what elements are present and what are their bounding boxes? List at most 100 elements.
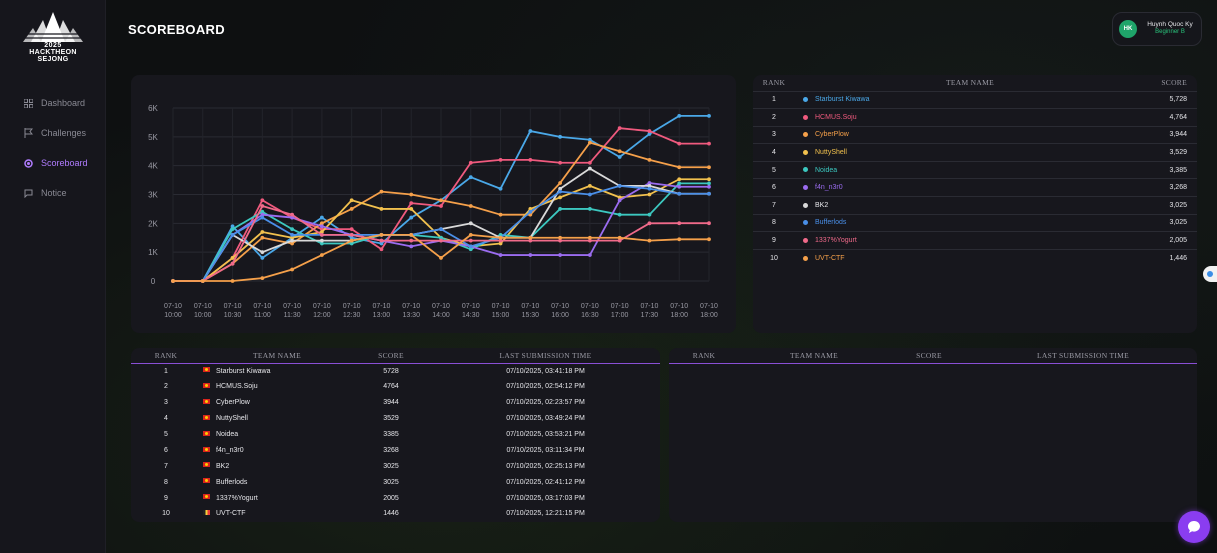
- data-point: [587, 253, 592, 257]
- data-point: [498, 235, 503, 240]
- submission-team: Bufferlods: [201, 474, 351, 490]
- page-title: SCOREBOARD: [128, 22, 225, 37]
- data-point: [409, 244, 414, 249]
- submission-rank: 1: [164, 367, 168, 375]
- x-tick-label-time: 18:00: [700, 312, 718, 319]
- submission-row[interactable]: 1 Starburst Kiwawa 5728 07/10/2025, 03:41:1…: [131, 363, 660, 379]
- data-point: [379, 241, 384, 246]
- ranking-row[interactable]: 5 Noidea 3,385: [753, 160, 1197, 179]
- data-point: [260, 209, 265, 214]
- x-tick-label-date: 07-10: [670, 303, 688, 310]
- team-color-dot: [803, 132, 808, 138]
- data-point: [587, 140, 592, 145]
- ranking-score: 4,764: [1137, 108, 1197, 127]
- ranking-row[interactable]: 8 Bufferlods 3,025: [753, 213, 1197, 232]
- submission-row[interactable]: 6 f4n_n3r0 3268 07/10/2025, 03:11:34 PM: [131, 442, 660, 458]
- submission-row[interactable]: 8 Bufferlods 3025 07/10/2025, 02:41:12 PM: [131, 474, 660, 490]
- data-point: [528, 238, 533, 243]
- x-tick-label-date: 07-10: [253, 303, 271, 310]
- submission-rank: 9: [164, 494, 168, 502]
- submission-team: Starburst Kiwawa: [201, 363, 351, 379]
- data-point: [379, 207, 384, 211]
- sidebar-item-scoreboard[interactable]: Scoreboard: [0, 148, 106, 178]
- data-point: [290, 238, 295, 243]
- data-point: [468, 175, 473, 180]
- data-point: [647, 181, 652, 185]
- submission-score: 3385: [383, 431, 399, 438]
- submission-row[interactable]: 4 NuttyShell 3529 07/10/2025, 03:49:24 PM: [131, 411, 660, 427]
- logo-year: 2025: [44, 42, 62, 49]
- ranking-team: Starburst Kiwawa: [795, 90, 1137, 109]
- team-color-dot: [803, 184, 808, 190]
- submission-team-name: BK2: [216, 462, 230, 470]
- data-point: [349, 232, 354, 237]
- submission-rank: 2: [164, 383, 168, 391]
- y-tick-label: 1K: [148, 248, 158, 257]
- data-point: [647, 132, 652, 136]
- ranking-team-name: Noidea: [815, 166, 838, 174]
- flag-vn-icon: [203, 414, 210, 420]
- sidebar-item-label: Challenges: [41, 128, 87, 138]
- x-tick-label-date: 07-10: [462, 303, 480, 310]
- submission-row[interactable]: 2 HCMUS.Soju 4764 07/10/2025, 02:54:12 PM: [131, 379, 660, 395]
- ranking-row[interactable]: 7 BK2 3,025: [753, 196, 1197, 215]
- chat-button[interactable]: [1178, 511, 1210, 543]
- x-tick-label-date: 07-10: [224, 303, 242, 310]
- submission-score: 3944: [383, 399, 399, 407]
- submission-time: 07/10/2025, 02:41:12 PM: [506, 478, 585, 486]
- submission-team-name: UVT-CTF: [216, 510, 246, 518]
- x-tick-label-date: 07-10: [492, 303, 510, 310]
- x-tick-label-time: 15:00: [492, 312, 510, 319]
- data-point: [498, 158, 503, 162]
- submission-team-name: f4n_n3r0: [216, 446, 244, 454]
- x-tick-label-time: 14:00: [432, 312, 450, 319]
- team-color-dot: [803, 96, 808, 102]
- ranking-row[interactable]: 9 1337%Yogurt 2,005: [753, 231, 1197, 250]
- team-color-dot: [803, 255, 808, 261]
- submission-time: 07/10/2025, 02:25:13 PM: [506, 462, 585, 470]
- ranking-header-score: SCORE: [1161, 78, 1187, 88]
- data-point: [677, 141, 682, 146]
- data-point: [319, 215, 324, 220]
- submission-row[interactable]: 3 CyberPlow 3944 07/10/2025, 02:23:57 PM: [131, 395, 660, 411]
- data-point: [617, 212, 622, 217]
- ranking-row[interactable]: 10 UVT-CTF 1,446: [753, 248, 1197, 267]
- ranking-row[interactable]: 2 HCMUS.Soju 4,764: [753, 108, 1197, 127]
- score-chart: 0 1K 2K 3K 4K 5K 6K 07-10 10:00 07-10 10:00 07-10 10…: [148, 104, 718, 319]
- data-point: [290, 241, 295, 246]
- ranking-team-name: HCMUS.Soju: [815, 113, 857, 121]
- data-point: [617, 198, 622, 203]
- side-widget-tab[interactable]: [1203, 266, 1217, 282]
- data-point: [707, 165, 711, 170]
- sidebar-item-notice[interactable]: Notice: [0, 178, 106, 208]
- submission-time: 07/10/2025, 03:41:18 PM: [506, 367, 585, 375]
- user-menu[interactable]: HK Huynh Quoc Ky Beginner B: [1112, 12, 1202, 46]
- data-point: [290, 212, 295, 217]
- x-tick-label-time: 11:30: [284, 312, 301, 319]
- ranking-row[interactable]: 6 f4n_n3r0 3,268: [753, 178, 1197, 197]
- ranking-row[interactable]: 3 CyberPlow 3,944: [753, 125, 1197, 144]
- ranking-row[interactable]: 4 NuttyShell 3,529: [753, 143, 1197, 162]
- data-point: [319, 230, 324, 234]
- data-point: [379, 232, 384, 237]
- data-point: [409, 192, 414, 197]
- sidebar-item-dashboard[interactable]: Dashboard: [0, 88, 106, 118]
- data-point: [617, 238, 622, 243]
- ranking-row[interactable]: 1 Starburst Kiwawa 5,728: [753, 90, 1197, 109]
- ranking-table: RANK TEAM NAME SCORE 1 Starburst Kiwawa 5,…: [753, 75, 1197, 267]
- data-point: [707, 113, 711, 118]
- data-point: [290, 215, 295, 220]
- data-point: [439, 235, 443, 240]
- data-point: [171, 279, 175, 283]
- submission-row[interactable]: 10 UVT-CTF 1446 07/10/2025, 12:21:15 PM: [131, 506, 660, 522]
- submission-row[interactable]: 5 Noidea 3385 07/10/2025, 03:53:21 PM: [131, 427, 660, 443]
- data-point: [439, 227, 443, 232]
- data-point: [707, 141, 711, 146]
- ranking-rank: 9: [753, 231, 795, 250]
- hacktheon-logo[interactable]: 2025 HACKTHEON SEJONG: [18, 12, 88, 68]
- sidebar-item-challenges[interactable]: Challenges: [0, 118, 106, 148]
- submission-row[interactable]: 9 1337%Yogurt 2005 07/10/2025, 03:17:03 PM: [131, 490, 660, 506]
- submission-row[interactable]: 7 BK2 3025 07/10/2025, 02:25:13 PM: [131, 458, 660, 474]
- x-tick-label-date: 07-10: [640, 303, 658, 310]
- team-color-dot: [803, 149, 808, 155]
